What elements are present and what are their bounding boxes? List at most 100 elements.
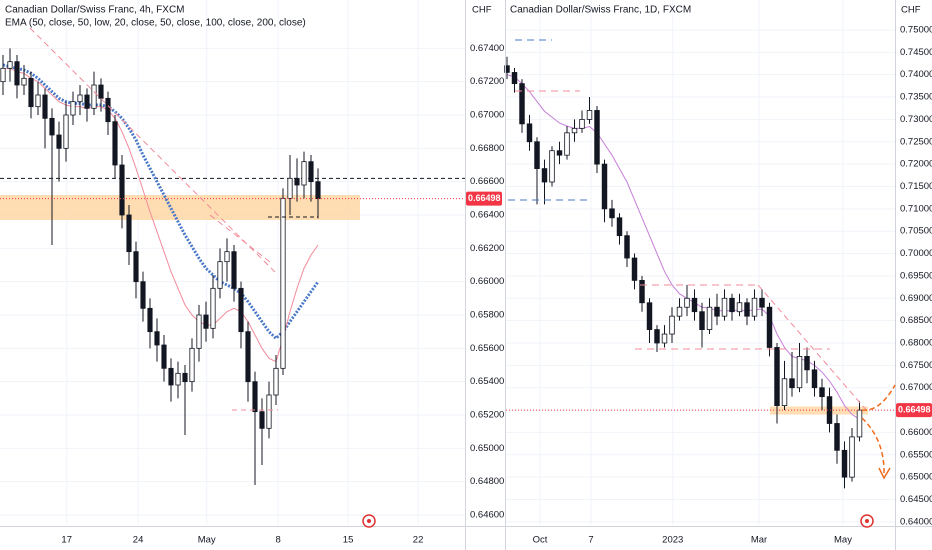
candle-body	[579, 118, 585, 129]
candle-body	[676, 306, 683, 317]
candle-body	[175, 372, 181, 386]
y-tick-label: 0.70500	[900, 226, 932, 237]
chart-title: Canadian Dollar/Swiss Franc, 1D, FXCM	[510, 5, 691, 16]
y-tick-label: 0.75000	[900, 24, 932, 35]
event-icon-dot	[865, 519, 869, 523]
candle-body	[224, 251, 230, 263]
x-tick-label: 2023	[662, 535, 683, 546]
candle-body	[140, 281, 146, 309]
candle-body	[781, 378, 788, 407]
candle-body	[556, 150, 563, 156]
candle-body	[691, 297, 698, 313]
candle-body	[77, 94, 83, 103]
candle-body	[210, 287, 216, 329]
last-price-label: 0.66498	[468, 193, 501, 203]
trend-line	[757, 284, 869, 413]
last-price-badge	[896, 403, 932, 418]
y-tick-label: 0.64000	[900, 516, 932, 527]
candle-body	[841, 449, 848, 478]
last-price-label: 0.66498	[898, 405, 931, 415]
y-tick-label: 0.66200	[470, 243, 504, 254]
y-tick-label: 0.66800	[470, 143, 504, 154]
candle-body	[834, 423, 840, 451]
candle-body	[774, 347, 780, 407]
y-tick-label: 0.74500	[900, 47, 932, 58]
y-tick-label: 0.67000	[470, 110, 504, 121]
candle-body	[91, 84, 97, 109]
candle-body	[49, 117, 55, 136]
candle-body	[259, 411, 265, 429]
candle-body	[126, 214, 132, 253]
candle-body	[63, 114, 69, 149]
candle-body	[616, 217, 623, 237]
event-icon-dot	[367, 519, 371, 523]
candle-body	[736, 302, 743, 313]
candle-body	[511, 72, 518, 85]
candle-body	[646, 302, 653, 330]
y-tick-label: 0.72000	[900, 159, 932, 170]
y-tick-label: 0.65500	[900, 449, 932, 460]
candle-body	[639, 279, 645, 304]
candle-body	[203, 314, 209, 329]
y-tick-label: 0.66400	[470, 210, 504, 221]
candle-body	[301, 161, 307, 186]
candle-body	[654, 329, 660, 344]
candle-body	[601, 163, 608, 210]
candle-body	[56, 134, 62, 149]
candle-body	[0, 67, 6, 83]
arrow-head	[878, 467, 891, 480]
candle-body	[594, 110, 600, 165]
candle-body	[856, 409, 863, 438]
candle-body	[217, 261, 223, 289]
candle-body	[699, 311, 705, 330]
candle-body	[819, 387, 825, 398]
candle-body	[789, 378, 795, 389]
candle-body	[308, 161, 314, 183]
projection-arrow	[861, 384, 896, 411]
axis-unit: CHF	[472, 5, 492, 16]
candle-body	[564, 132, 570, 156]
y-tick-label: 0.74000	[900, 69, 932, 80]
y-tick-label: 0.67000	[900, 382, 932, 393]
candle-body	[21, 77, 27, 86]
trend-line	[29, 27, 276, 273]
candle-body	[28, 77, 34, 108]
candle-body	[273, 367, 279, 396]
x-tick-label: 22	[413, 535, 424, 546]
candle-body	[759, 297, 765, 308]
y-tick-label: 0.72500	[900, 136, 932, 147]
candle-body	[669, 315, 675, 335]
axis-unit: CHF	[901, 5, 921, 16]
candle-body	[729, 297, 735, 313]
candle-body	[266, 394, 272, 429]
candle-body	[245, 331, 251, 383]
y-tick-label: 0.64500	[900, 494, 932, 505]
y-tick-label: 0.69000	[900, 293, 932, 304]
candle-body	[609, 208, 615, 219]
candle-body	[811, 369, 818, 389]
candle-body	[744, 302, 750, 317]
chart-subtitle: EMA (50, close, 50, low, 20, close, 50, …	[5, 18, 306, 29]
candle-body	[661, 333, 668, 344]
candle-body	[238, 287, 244, 333]
y-tick-label: 0.67400	[470, 43, 504, 54]
y-tick-label: 0.65000	[900, 472, 932, 483]
candle-body	[294, 177, 300, 186]
candle-body	[252, 381, 258, 413]
y-tick-label: 0.65000	[470, 443, 504, 454]
candle-body	[112, 121, 118, 166]
projection-arrow	[861, 417, 885, 476]
candle-body	[105, 97, 111, 123]
candle-body	[119, 164, 125, 216]
y-tick-label: 0.64800	[470, 476, 504, 487]
y-tick-label: 0.65400	[470, 376, 504, 387]
x-tick-label: May	[198, 535, 216, 546]
y-tick-label: 0.65200	[470, 410, 504, 421]
y-tick-label: 0.71000	[900, 203, 932, 214]
chart-title: Canadian Dollar/Swiss Franc, 4h, FXCM	[5, 5, 185, 16]
candle-body	[84, 94, 90, 109]
x-tick-label: 17	[61, 535, 72, 546]
y-tick-label: 0.67200	[470, 76, 504, 87]
candle-body	[42, 94, 48, 119]
